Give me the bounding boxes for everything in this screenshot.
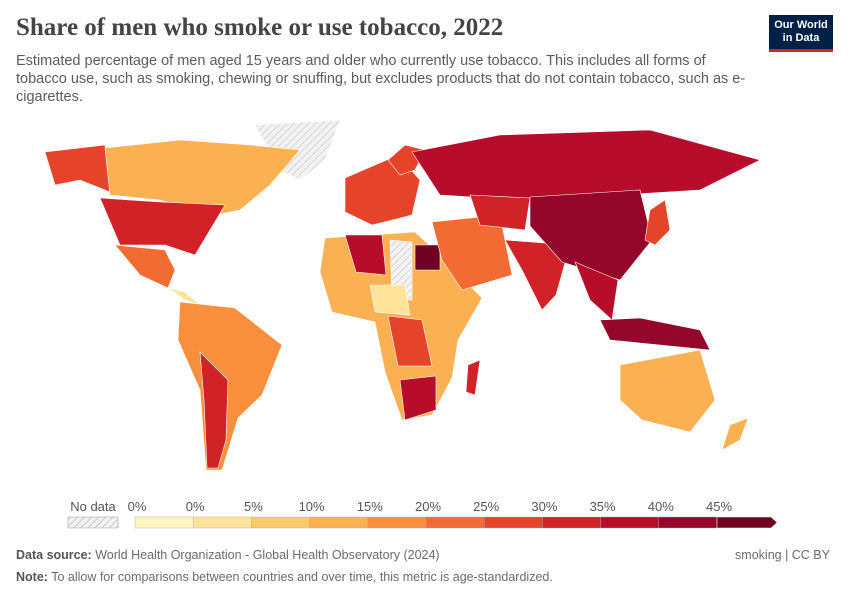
- legend-no-data-label: No data: [70, 499, 116, 514]
- source-label: Data source:: [16, 548, 92, 562]
- country[interactable]: [344, 234, 387, 276]
- legend-no-data-swatch: [67, 516, 119, 529]
- legend-swatch: [251, 516, 310, 529]
- country[interactable]: [644, 199, 671, 246]
- country[interactable]: [44, 144, 111, 193]
- license[interactable]: smoking | CC BY: [735, 548, 830, 562]
- country[interactable]: [399, 375, 437, 421]
- legend-swatch: [367, 516, 427, 529]
- legend-swatch: [658, 516, 718, 529]
- legend-label: 20%: [415, 499, 441, 514]
- country[interactable]: [414, 244, 441, 271]
- legend-swatch: [484, 516, 543, 529]
- legend-swatch: [716, 516, 778, 529]
- legend-label: 45%: [706, 499, 732, 514]
- note-text: To allow for comparisons between countri…: [51, 570, 553, 584]
- legend-label: 5%: [244, 499, 263, 514]
- country[interactable]: [387, 315, 433, 367]
- source-text[interactable]: World Health Organization - Global Healt…: [95, 548, 440, 562]
- legend-label: 0%: [128, 499, 147, 514]
- country[interactable]: [369, 284, 411, 316]
- logo[interactable]: Our World in Data: [769, 15, 833, 52]
- country[interactable]: [721, 417, 749, 451]
- country[interactable]: [199, 351, 229, 469]
- source: Data source: World Health Organization -…: [16, 548, 440, 562]
- country[interactable]: [529, 189, 653, 281]
- country[interactable]: [465, 359, 481, 396]
- legend: No data 0% 0% 5% 10% 15% 20% 25% 30% 35% 40% 45%: [67, 499, 778, 529]
- subtitle: Estimated percentage of men aged 15 year…: [16, 53, 746, 105]
- logo-line: Our World: [774, 19, 828, 31]
- note: Note: To allow for comparisons between c…: [16, 570, 553, 584]
- legend-swatch: [425, 516, 485, 529]
- country[interactable]: [411, 129, 761, 201]
- country[interactable]: [99, 197, 226, 256]
- legend-label: 40%: [648, 499, 674, 514]
- country[interactable]: [469, 194, 531, 231]
- world-map: [44, 119, 761, 471]
- country[interactable]: [177, 301, 283, 471]
- legend-label: 35%: [590, 499, 616, 514]
- legend-swatch: [309, 516, 369, 529]
- legend-label: 10%: [299, 499, 325, 514]
- legend-label: 25%: [473, 499, 499, 514]
- legend-swatch: [192, 516, 252, 529]
- country[interactable]: [114, 244, 176, 289]
- country[interactable]: [599, 317, 711, 351]
- logo-line: in Data: [782, 31, 820, 44]
- legend-label: 15%: [357, 499, 383, 514]
- title: Share of men who smoke or use tobacco, 2…: [16, 14, 504, 41]
- country[interactable]: [619, 349, 716, 433]
- note-label: Note:: [16, 570, 48, 584]
- legend-swatch: [134, 516, 194, 529]
- legend-swatch: [542, 516, 601, 529]
- legend-swatch: [600, 516, 659, 529]
- country[interactable]: [104, 139, 301, 216]
- legend-label: 0%: [186, 499, 205, 514]
- legend-label: 30%: [531, 499, 557, 514]
